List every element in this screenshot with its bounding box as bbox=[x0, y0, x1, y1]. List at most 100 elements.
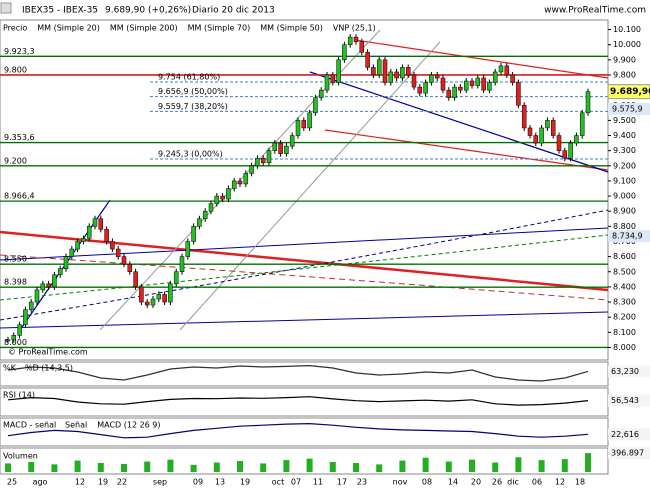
candle bbox=[162, 294, 167, 303]
candle bbox=[52, 274, 57, 288]
candle bbox=[81, 238, 86, 242]
panel-title: Señal bbox=[65, 421, 87, 430]
candle bbox=[144, 301, 150, 306]
level-label: 9.923,3 bbox=[4, 47, 35, 56]
volume-bar bbox=[329, 462, 336, 472]
level-label: 9.353,6 bbox=[4, 133, 35, 142]
candle bbox=[226, 188, 231, 200]
period: Diario 20 dic 2013 bbox=[192, 6, 275, 16]
level-label: 8.398 bbox=[4, 278, 27, 287]
level-label: 9.800 bbox=[4, 65, 27, 74]
volume-bar bbox=[5, 463, 11, 472]
candle bbox=[342, 44, 347, 61]
x-tick-label: 12 bbox=[555, 478, 565, 487]
x-tick-label: 20 bbox=[471, 478, 481, 487]
candle bbox=[353, 36, 359, 42]
y-tick-label: 9.200 bbox=[613, 161, 636, 170]
volume-bar bbox=[515, 457, 522, 472]
y-tick-label: 9.800 bbox=[613, 70, 636, 79]
volume-bar bbox=[445, 461, 452, 472]
candle bbox=[492, 71, 498, 83]
volume-bar bbox=[260, 463, 267, 472]
candle bbox=[388, 71, 394, 83]
fibo-label: 9.656,9 (50,00%) bbox=[158, 87, 228, 96]
y-tick-label: 9.900 bbox=[613, 55, 636, 64]
candle bbox=[173, 271, 179, 285]
x-tick-label: 14 bbox=[448, 478, 458, 487]
value-box bbox=[608, 447, 650, 460]
site: www.ProRealTime.com bbox=[544, 6, 646, 16]
right-label: 9.575,9 bbox=[612, 104, 643, 113]
moving-average bbox=[0, 254, 609, 301]
volume-bar bbox=[28, 462, 35, 472]
x-tick-label: 25 bbox=[7, 478, 17, 487]
level-label: 8.966,4 bbox=[4, 192, 35, 201]
panel-title: MACD - señal bbox=[3, 421, 56, 430]
candle bbox=[521, 105, 527, 129]
candle bbox=[231, 180, 237, 189]
candle bbox=[469, 80, 475, 86]
candle bbox=[284, 145, 289, 154]
icon[interactable] bbox=[0, 2, 12, 14]
y-tick-label: 8.300 bbox=[613, 298, 636, 307]
candle bbox=[585, 91, 591, 114]
x-tick-label: 19 bbox=[240, 478, 250, 487]
symbol: IBEX35 - IBEX-35 bbox=[22, 6, 98, 16]
candle bbox=[214, 195, 220, 204]
candle bbox=[429, 74, 434, 83]
candle bbox=[86, 226, 92, 239]
x-tick-label: 17 bbox=[337, 478, 347, 487]
candle bbox=[208, 203, 214, 212]
trend-line bbox=[0, 230, 609, 292]
candle bbox=[347, 36, 353, 45]
price-panel bbox=[0, 19, 609, 361]
candle bbox=[243, 173, 249, 185]
x-tick-label: dic bbox=[507, 478, 519, 487]
candle bbox=[423, 82, 428, 94]
panel-title: %K bbox=[3, 364, 17, 373]
candle bbox=[5, 339, 11, 342]
candle bbox=[394, 71, 399, 79]
candle bbox=[185, 241, 191, 257]
candle bbox=[498, 65, 504, 73]
volume-bar bbox=[121, 463, 127, 472]
candle bbox=[527, 127, 533, 136]
candle bbox=[516, 82, 521, 106]
candle bbox=[104, 229, 109, 242]
x-tick-label: sep bbox=[153, 478, 167, 487]
moving-average bbox=[0, 234, 609, 301]
y-tick-label: 8.800 bbox=[613, 222, 636, 231]
candle bbox=[324, 74, 330, 91]
candle bbox=[417, 86, 423, 94]
right-label: 8.734,9 bbox=[612, 232, 643, 241]
y-tick-label: 8.500 bbox=[613, 267, 636, 276]
candle bbox=[46, 283, 51, 288]
x-tick-label: ago bbox=[33, 478, 48, 487]
candle bbox=[295, 120, 301, 136]
value-label: 63,230 bbox=[611, 367, 639, 376]
y-tick-label: 8.000 bbox=[613, 343, 636, 352]
volume-bar bbox=[306, 458, 313, 472]
trend-line bbox=[0, 227, 609, 261]
candle bbox=[156, 294, 162, 300]
candle bbox=[110, 241, 115, 250]
last-box bbox=[607, 84, 650, 100]
candle bbox=[260, 157, 266, 164]
volume-bar bbox=[399, 460, 406, 472]
candle bbox=[133, 271, 138, 288]
panel-title: MACD (12 26 9) bbox=[97, 421, 160, 430]
value-label: 22,616 bbox=[611, 430, 639, 439]
rsi-line bbox=[7, 396, 589, 406]
x-tick-label: 22 bbox=[117, 478, 127, 487]
candle bbox=[121, 256, 127, 265]
volume-bar bbox=[213, 462, 220, 472]
candle bbox=[434, 74, 440, 79]
candle bbox=[568, 142, 573, 159]
panel-title: RSI (14) bbox=[3, 391, 35, 400]
y-tick-label: 9.500 bbox=[613, 116, 636, 125]
y-tick-label: 9.400 bbox=[613, 131, 636, 140]
trend-line bbox=[354, 39, 609, 79]
candle bbox=[301, 120, 307, 129]
candle bbox=[28, 301, 34, 310]
